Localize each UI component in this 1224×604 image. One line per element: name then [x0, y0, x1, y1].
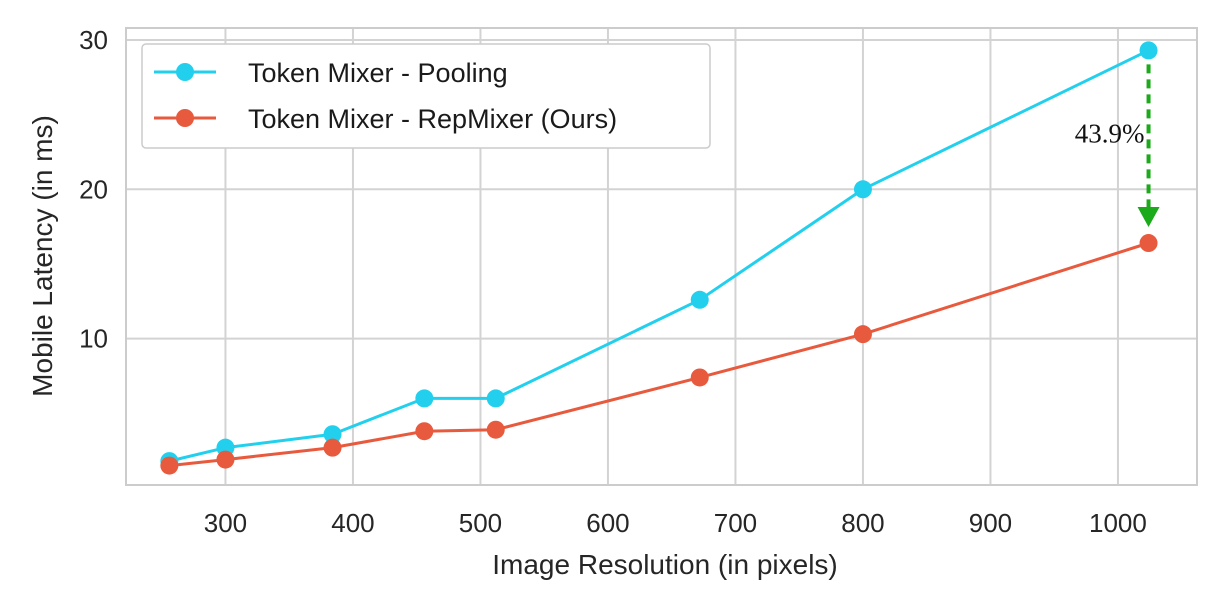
- data-point-series-1: [853, 325, 872, 344]
- data-point-series-1: [690, 368, 709, 387]
- series-group: [160, 41, 1158, 475]
- y-tick-label: 20: [79, 174, 108, 204]
- x-axis-label: Image Resolution (in pixels): [492, 549, 838, 580]
- legend-box: [141, 43, 711, 149]
- y-axis-label: Mobile Latency (in ms): [27, 115, 58, 397]
- legend-marker-repmixer: [176, 109, 194, 127]
- legend: Token Mixer - Pooling Token Mixer - RepM…: [141, 43, 711, 149]
- data-point-series-1: [486, 420, 505, 439]
- data-point-series-1: [323, 438, 342, 457]
- annotations: 43.9%: [1075, 64, 1160, 228]
- annotation-arrow-head: [1137, 207, 1160, 228]
- series-line-1: [169, 241, 1150, 468]
- y-tick-label: 10: [79, 324, 108, 354]
- series-line-0: [169, 49, 1150, 463]
- x-tick-label: 900: [969, 508, 1012, 538]
- data-point-series-0: [486, 389, 505, 408]
- x-tick-label: 600: [586, 508, 629, 538]
- data-point-series-1: [1139, 234, 1158, 253]
- data-point-series-0: [323, 425, 342, 444]
- legend-marker-pooling: [176, 63, 194, 81]
- x-tick-label: 800: [841, 508, 884, 538]
- data-point-series-0: [1139, 41, 1158, 60]
- data-point-series-1: [415, 422, 434, 441]
- data-point-series-1: [216, 450, 235, 469]
- data-point-series-0: [690, 290, 709, 309]
- x-tick-label: 1000: [1089, 508, 1147, 538]
- plot-frame: [125, 27, 1198, 486]
- x-tick-label: 300: [204, 508, 247, 538]
- data-point-series-1: [160, 456, 179, 475]
- tick-labels: 300 400 500 600 700 800 900 1000 10 20 30: [79, 25, 1147, 538]
- data-point-series-0: [415, 389, 434, 408]
- annotation-label: 43.9%: [1075, 119, 1145, 149]
- x-tick-label: 700: [714, 508, 757, 538]
- x-tick-label: 400: [331, 508, 374, 538]
- data-point-series-0: [853, 180, 872, 199]
- legend-label-repmixer: Token Mixer - RepMixer (Ours): [248, 104, 617, 134]
- y-tick-label: 30: [79, 25, 108, 55]
- x-tick-label: 500: [459, 508, 502, 538]
- legend-label-pooling: Token Mixer - Pooling: [248, 58, 508, 88]
